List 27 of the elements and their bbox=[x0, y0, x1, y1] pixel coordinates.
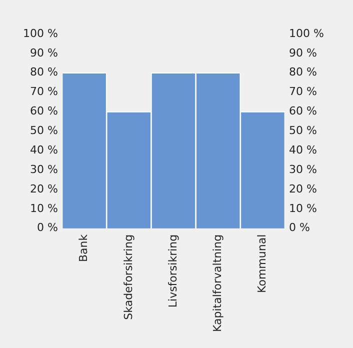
x-tick-label: Kommunal bbox=[256, 234, 269, 293]
y2-tick-label: 80 % bbox=[289, 66, 317, 79]
y-tick-label: 60 % bbox=[30, 104, 58, 118]
y-tick-label: 20 % bbox=[30, 182, 58, 196]
y-tick-label: 80 % bbox=[30, 66, 58, 79]
y2-tick-label: 40 % bbox=[289, 143, 317, 156]
y-tick-label: 70 % bbox=[30, 85, 58, 98]
y-tick-label: 50 % bbox=[30, 124, 58, 138]
y2-tick-label: 20 % bbox=[289, 182, 317, 196]
x-tick-label: Kapitalforvaltning bbox=[210, 234, 224, 332]
y-tick-label: 40 % bbox=[30, 143, 58, 156]
y-tick-label: 10 % bbox=[30, 202, 58, 215]
y2-tick-label: 90 % bbox=[289, 46, 317, 60]
y-tick-label: 0 % bbox=[37, 221, 58, 234]
y-tick-label: 30 % bbox=[30, 162, 58, 176]
y2-tick-label: 60 % bbox=[289, 104, 317, 118]
y2-tick-label: 70 % bbox=[289, 85, 317, 98]
y-tick-label: 90 % bbox=[30, 46, 58, 60]
x-tick-label: Skadeforsikring bbox=[122, 234, 135, 320]
y2-tick-label: 50 % bbox=[289, 124, 317, 138]
y2-tick-label: 30 % bbox=[289, 162, 317, 176]
y2-tick-label: 0 % bbox=[289, 221, 310, 234]
y-tick-label: 100 % bbox=[23, 26, 58, 40]
x-tick-label: Livsforsikring bbox=[166, 234, 180, 308]
y2-tick-label: 100 % bbox=[289, 26, 324, 40]
y2-tick-label: 10 % bbox=[289, 202, 317, 215]
x-tick-label: Bank bbox=[77, 234, 90, 262]
